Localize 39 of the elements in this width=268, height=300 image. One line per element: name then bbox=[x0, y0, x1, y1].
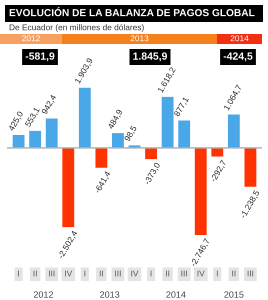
x-tick-label: I bbox=[216, 270, 218, 276]
x-tick-label: III bbox=[248, 270, 254, 276]
bar bbox=[28, 130, 42, 149]
bar bbox=[210, 147, 225, 158]
x-tick-label: III bbox=[115, 270, 121, 276]
chart-title: EVOLUCIÓN DE LA BALANZA DE PAGOS GLOBAL bbox=[10, 7, 254, 16]
x-tick-label: IV bbox=[131, 270, 138, 276]
text: 2015 bbox=[224, 291, 244, 298]
x-tick-label: III bbox=[181, 270, 187, 276]
bar bbox=[60, 147, 76, 229]
bar bbox=[94, 147, 109, 170]
bar bbox=[193, 147, 208, 236]
text: -581,9 bbox=[26, 52, 54, 62]
x-tick-label: IV bbox=[198, 270, 205, 276]
bar bbox=[44, 117, 60, 149]
x-tick-label: I bbox=[150, 270, 152, 276]
text: -424,5 bbox=[224, 52, 252, 62]
bar bbox=[78, 86, 92, 149]
bar bbox=[176, 119, 192, 149]
x-tick-label: I bbox=[84, 270, 86, 276]
bar bbox=[226, 113, 242, 149]
text: 2014 bbox=[230, 35, 249, 42]
text: 2013 bbox=[130, 35, 148, 42]
bar bbox=[243, 147, 258, 188]
x-tick-label: II bbox=[232, 270, 236, 276]
bar bbox=[160, 95, 175, 149]
text: 2012 bbox=[34, 291, 54, 298]
x-tick-label: IV bbox=[65, 270, 72, 276]
text: 1.845,9 bbox=[133, 52, 167, 62]
x-tick-label: II bbox=[100, 270, 103, 276]
x-tick-label: II bbox=[34, 270, 37, 276]
chart-subtitle: De Ecuador (en millones de dólares) bbox=[10, 24, 144, 32]
text: 2012 bbox=[22, 35, 40, 42]
x-tick-label: I bbox=[18, 270, 19, 276]
x-tick-label: II bbox=[166, 270, 170, 276]
x-tick-label: III bbox=[49, 270, 54, 276]
text: 2014 bbox=[166, 291, 186, 298]
bar bbox=[11, 134, 26, 149]
text: 2013 bbox=[100, 291, 120, 298]
